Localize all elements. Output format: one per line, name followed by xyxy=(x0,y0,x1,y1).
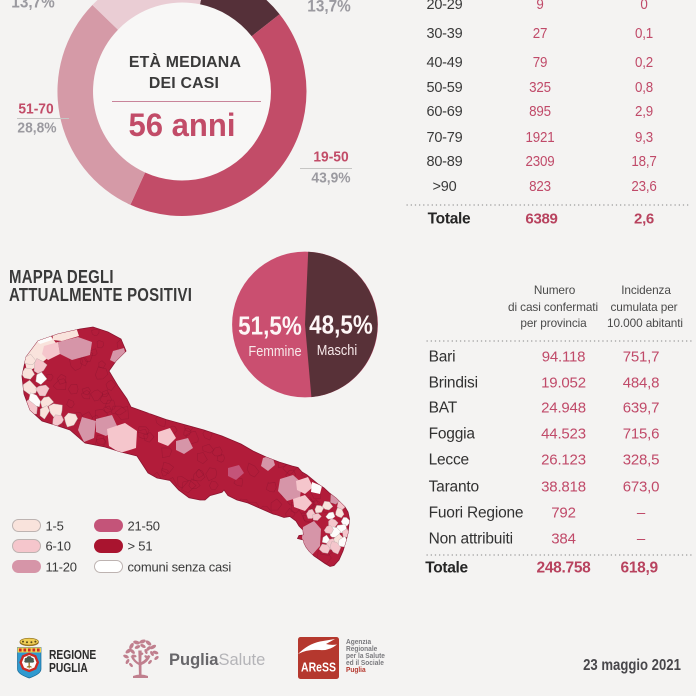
svg-text:AReSS: AReSS xyxy=(301,661,336,675)
